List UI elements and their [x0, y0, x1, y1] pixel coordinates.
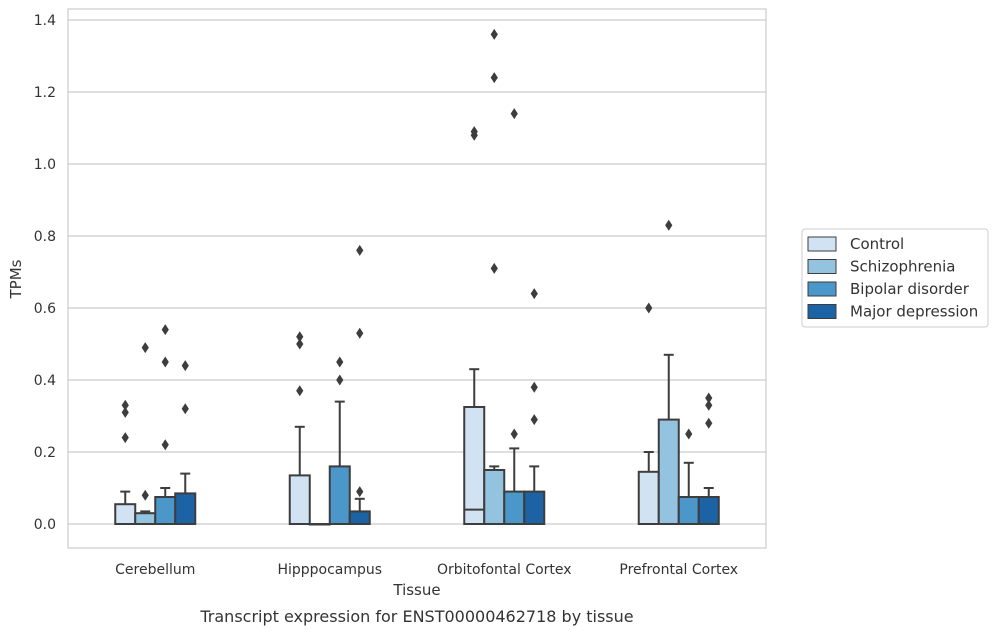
outlier-point — [296, 331, 304, 343]
box-bipolar-disorder — [503, 108, 526, 526]
legend-swatch — [807, 304, 837, 319]
outlier-point — [705, 417, 713, 429]
outlier-point — [161, 356, 169, 368]
box-body — [288, 474, 311, 525]
box-schizophrenia — [657, 219, 680, 526]
outlier-point — [141, 342, 149, 354]
x-tick-labels: Cerebellum Hipppocampus Orbitofontal Corte… — [115, 562, 738, 578]
box-bipolar-disorder — [328, 356, 351, 525]
outlier-point — [181, 403, 189, 415]
box-major-depression — [523, 288, 546, 526]
box-control — [637, 302, 660, 525]
box-body — [657, 418, 680, 526]
outlier-point — [530, 381, 538, 393]
y-tick-label: 0.0 — [34, 517, 56, 533]
outlier-point — [121, 432, 129, 444]
x-axis-label: Tissue — [392, 581, 440, 599]
y-tick-label: 1.0 — [34, 157, 56, 173]
outlier-point — [510, 108, 518, 120]
outlier-point — [685, 428, 693, 440]
outlier-point — [141, 489, 149, 501]
outlier-point — [356, 486, 364, 498]
outlier-point — [490, 72, 498, 84]
y-tick-label: 0.2 — [34, 445, 56, 461]
outlier-point — [510, 428, 518, 440]
box-schizophrenia — [308, 523, 331, 526]
y-tick-label: 1.2 — [34, 85, 56, 101]
outlier-point — [356, 244, 364, 256]
outlier-point — [296, 385, 304, 397]
outlier-point — [296, 338, 304, 350]
outlier-point — [705, 399, 713, 411]
outlier-point — [181, 360, 189, 372]
outlier-point — [161, 439, 169, 451]
legend-label: Bipolar disorder — [850, 280, 970, 298]
outlier-point — [530, 288, 538, 300]
legend-label: Major depression — [850, 303, 978, 321]
boxes-layer — [114, 28, 720, 526]
legend-swatch — [807, 281, 837, 297]
outlier-point — [470, 126, 478, 138]
outlier-point — [665, 219, 673, 231]
box-body — [328, 465, 351, 525]
box-major-depression — [348, 244, 371, 525]
y-axis-label: TPMs — [7, 259, 25, 299]
box-major-depression — [697, 392, 720, 525]
legend-swatch — [807, 259, 837, 274]
legend-swatch — [807, 236, 837, 252]
outlier-point — [121, 406, 129, 418]
box-schizophrenia — [134, 342, 157, 526]
outlier-point — [490, 28, 498, 40]
y-tick-label: 0.8 — [34, 229, 56, 245]
box-body — [697, 496, 720, 525]
box-body — [348, 510, 371, 525]
box-major-depression — [174, 360, 197, 525]
legend: Control Schizophrenia Bipolar disorder Majo… — [801, 228, 989, 328]
outlier-point — [705, 392, 713, 404]
box-body — [114, 503, 137, 526]
y-tick-label: 1.4 — [34, 13, 56, 29]
box-body — [503, 490, 526, 526]
outlier-point — [161, 324, 169, 336]
box-body — [483, 469, 506, 525]
box-body — [134, 512, 157, 526]
outlier-point — [356, 327, 364, 339]
plot-frame — [67, 8, 767, 549]
box-body — [523, 490, 546, 526]
box-body — [154, 496, 177, 525]
box-bipolar-disorder — [154, 324, 177, 525]
box-body — [637, 470, 660, 525]
legend-label: Schizophrenia — [850, 258, 955, 276]
x-tick-label: Hipppocampus — [277, 562, 382, 578]
y-tick-label: 0.6 — [34, 301, 56, 317]
outlier-point — [336, 374, 344, 386]
outlier-point — [121, 399, 129, 411]
box-body — [677, 496, 700, 525]
chart-caption: Transcript expression for ENST0000046271… — [199, 607, 633, 626]
box-control — [463, 126, 486, 525]
x-tick-label: Cerebellum — [115, 562, 195, 578]
legend-frame — [801, 228, 989, 328]
x-tick-label: Prefrontal Cortex — [619, 562, 738, 578]
box-control — [288, 331, 311, 525]
box-body — [463, 406, 486, 525]
x-tick-label: Orbitofontal Cortex — [437, 562, 572, 578]
box-body — [174, 492, 197, 525]
outlier-point — [490, 262, 498, 274]
legend-label: Control — [850, 235, 904, 253]
y-tick-label: 0.4 — [34, 373, 56, 389]
box-schizophrenia — [483, 28, 506, 525]
y-tick-labels: 0.0 0.2 0.4 0.6 0.8 1.0 1.2 1.4 — [34, 13, 56, 533]
outlier-point — [645, 302, 653, 314]
outlier-point — [530, 414, 538, 426]
outlier-point — [336, 356, 344, 368]
